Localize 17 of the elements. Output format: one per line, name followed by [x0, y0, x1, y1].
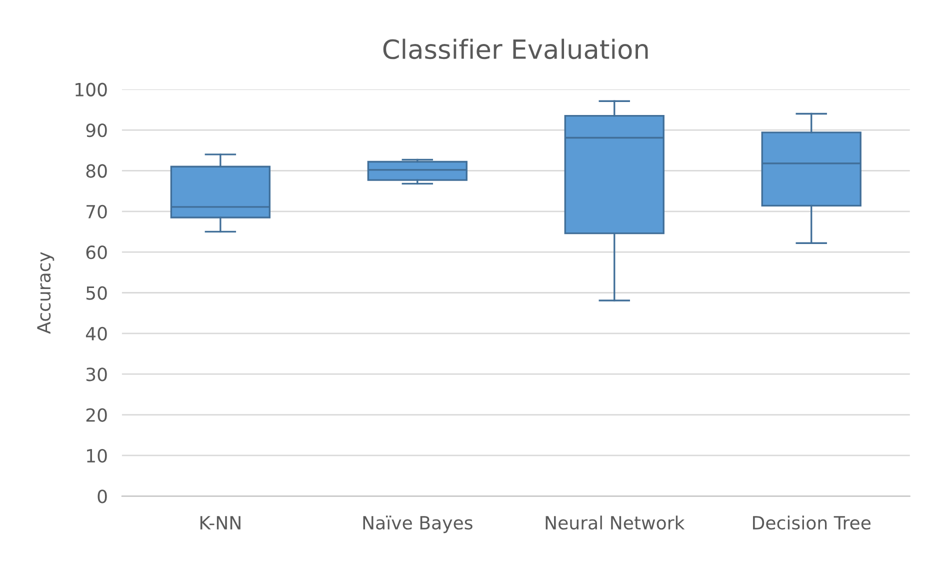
y-tick-label: 0 — [98, 490, 107, 504]
x-tick-label: Decision Tree — [753, 516, 871, 530]
x-tick-label: K-NN — [200, 516, 240, 530]
y-tick-label: 50 — [86, 286, 107, 300]
y-tick-label: 20 — [86, 408, 107, 422]
chart-title: Classifier Evaluation — [383, 38, 648, 60]
y-tick-label: 90 — [86, 123, 107, 138]
y-tick-label: 10 — [87, 448, 107, 463]
y-tick-label: 60 — [86, 246, 107, 260]
y-axis-title: Accuracy — [37, 252, 54, 334]
y-tick-label: 70 — [86, 204, 107, 218]
y-tick-label: 100 — [76, 82, 107, 96]
y-tick-label: 30 — [86, 368, 107, 382]
y-tick-label: 40 — [86, 326, 107, 341]
x-tick-label: Neural Network — [546, 516, 685, 530]
y-tick-label: 80 — [86, 164, 107, 178]
x-tick-label: Naïve Bayes — [363, 516, 472, 534]
